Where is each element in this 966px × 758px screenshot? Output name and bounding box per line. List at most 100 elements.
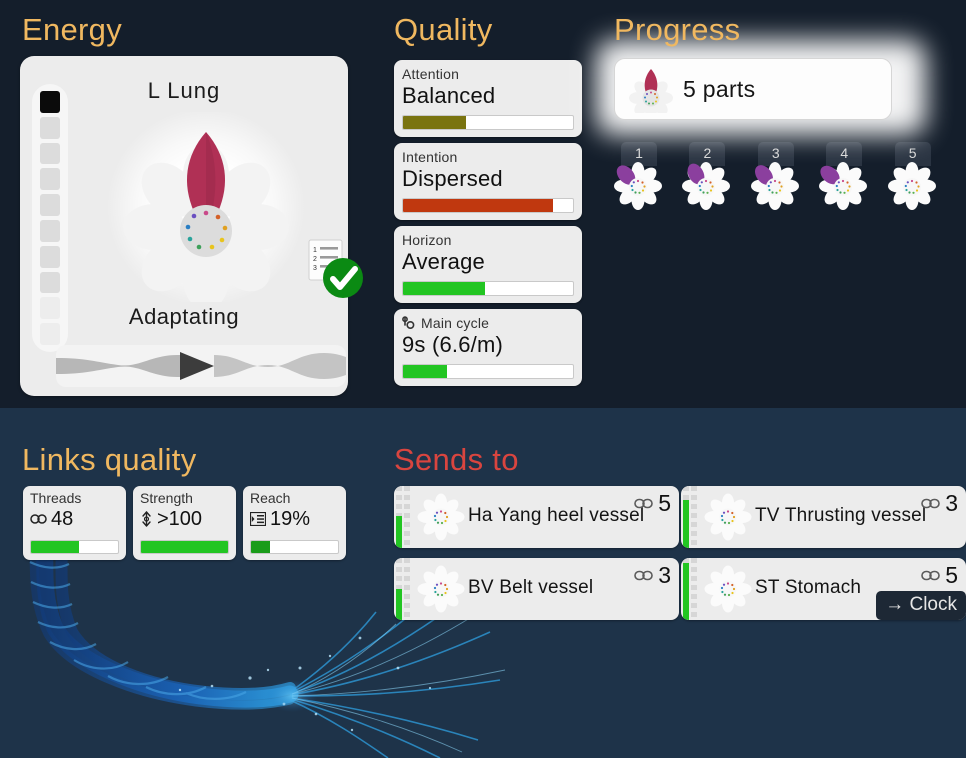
link-count-group: 5 <box>921 562 958 589</box>
quality-card-horizon[interactable]: Horizon Average <box>394 226 582 303</box>
connection-strength-strip <box>394 486 410 548</box>
chain-link-icon <box>30 514 47 524</box>
organ-name: L Lung <box>147 78 221 103</box>
sends-to-card[interactable]: BV Belt vessel 3 <box>394 558 679 620</box>
gauge-segment <box>40 116 60 139</box>
step-number: 5 <box>894 142 931 166</box>
step-flower-icon <box>819 162 868 210</box>
link-count-group: 5 <box>634 490 671 517</box>
quality-card-main-cycle[interactable]: Main cycle 9s (6.6/m) <box>394 309 582 386</box>
svg-text:3: 3 <box>313 265 317 272</box>
quality-label: Intention <box>402 149 458 165</box>
links-value: 48 <box>51 508 74 530</box>
gauge-segment <box>40 297 60 320</box>
link-count: 5 <box>658 490 671 516</box>
vessel-flower-icon <box>704 493 752 541</box>
chain-link-icon <box>921 498 941 509</box>
indent-list-icon <box>250 512 266 526</box>
step-flower-icon <box>614 162 662 210</box>
links-value: >100 <box>157 508 203 530</box>
energy-card[interactable]: L Lung <box>20 56 363 396</box>
step-flower-icon <box>750 162 799 210</box>
links-card-reach[interactable]: Reach 19% <box>243 486 346 560</box>
gauge-segment <box>40 219 60 242</box>
vessel-flower-icon <box>417 565 465 613</box>
links-label: Threads <box>30 490 82 506</box>
checklist-status-group[interactable]: 1 2 3 <box>306 238 366 300</box>
links-card-threads[interactable]: Threads 48 <box>23 486 126 560</box>
vessel-name: BV Belt vessel <box>468 577 594 598</box>
clock-badge-button[interactable]: → Clock <box>876 591 966 620</box>
wave-slider-track <box>56 352 346 380</box>
quality-label-row: Main cycle <box>402 315 574 331</box>
link-count-group: 3 <box>634 562 671 589</box>
up-down-arrow-icon <box>142 511 151 527</box>
cycle-loop-icon <box>402 316 415 330</box>
page-title-links-quality: Links quality <box>22 442 197 477</box>
flower-icon <box>123 132 289 302</box>
step-number: 1 <box>621 142 657 166</box>
links-label: Reach <box>250 490 291 506</box>
parts-count-box[interactable]: 5 parts <box>614 58 892 120</box>
organ-flower-graphic <box>106 112 306 302</box>
page-title-quality: Quality <box>394 12 493 47</box>
progress-step-2[interactable]: 2 <box>680 142 731 210</box>
links-value-row: 19% <box>250 507 339 531</box>
quality-card-attention[interactable]: Attention Balanced <box>394 60 582 137</box>
gauge-segment <box>40 271 60 294</box>
link-count: 3 <box>945 490 958 516</box>
links-value: 19% <box>270 508 311 530</box>
progress-step-3[interactable]: 3 <box>749 142 799 210</box>
gauge-segment <box>40 142 60 165</box>
svg-text:2: 2 <box>313 256 317 263</box>
quality-card-intention[interactable]: Intention Dispersed <box>394 143 582 220</box>
green-check-icon <box>323 258 363 298</box>
sends-to-card[interactable]: ST Stomach 5 → Clock <box>681 558 966 620</box>
quality-value: 9s (6.6/m) <box>402 332 504 357</box>
progress-step-4[interactable]: 4 <box>817 142 868 210</box>
quality-value: Balanced <box>402 83 496 108</box>
link-count: 3 <box>658 562 671 588</box>
gauge-segment <box>40 245 60 268</box>
links-progress-bar <box>140 540 229 554</box>
links-value-row: >100 <box>140 507 229 531</box>
quality-label: Main cycle <box>421 315 490 331</box>
progress-step-5[interactable]: 5 <box>886 142 936 210</box>
chain-link-icon <box>634 570 654 581</box>
quality-progress-bar <box>402 364 574 379</box>
vessel-flower-icon <box>417 493 465 541</box>
connection-strength-strip <box>681 486 697 548</box>
links-value-row: 48 <box>30 507 119 531</box>
links-label: Strength <box>140 490 193 506</box>
links-card-strength[interactable]: Strength >100 <box>133 486 236 560</box>
chain-link-icon <box>921 570 941 581</box>
step-flower-icon <box>887 162 936 210</box>
energy-state-label: Adaptating <box>128 304 240 329</box>
connection-strength-strip <box>681 558 697 620</box>
step-number: 2 <box>689 142 726 166</box>
link-count: 5 <box>945 562 958 588</box>
link-count-group: 3 <box>921 490 958 517</box>
vessel-name: ST Stomach <box>755 577 862 598</box>
sends-to-card[interactable]: Ha Yang heel vessel 5 <box>394 486 679 548</box>
quality-progress-bar <box>402 115 574 130</box>
progress-step-1[interactable]: 1 <box>612 142 662 210</box>
flower-organ-icon <box>629 69 673 113</box>
energy-wave-slider[interactable] <box>56 345 346 387</box>
quality-label: Attention <box>402 66 460 82</box>
quality-label: Horizon <box>402 232 452 248</box>
quality-value: Dispersed <box>402 166 503 191</box>
step-flower-icon <box>682 162 731 210</box>
parts-count-label: 5 parts <box>683 75 756 102</box>
vessel-name: Ha Yang heel vessel <box>468 505 645 526</box>
links-progress-bar <box>250 540 339 554</box>
quality-progress-bar <box>402 198 574 213</box>
gauge-segment <box>40 194 60 216</box>
page-title-energy: Energy <box>22 12 123 47</box>
page-title-progress: Progress <box>614 12 741 47</box>
svg-text:1: 1 <box>313 247 317 254</box>
energy-level-gauge[interactable] <box>32 84 68 352</box>
vessel-name: TV Thrusting vessel <box>755 505 927 526</box>
sends-to-card[interactable]: TV Thrusting vessel 3 <box>681 486 966 548</box>
step-number: 3 <box>757 142 794 166</box>
